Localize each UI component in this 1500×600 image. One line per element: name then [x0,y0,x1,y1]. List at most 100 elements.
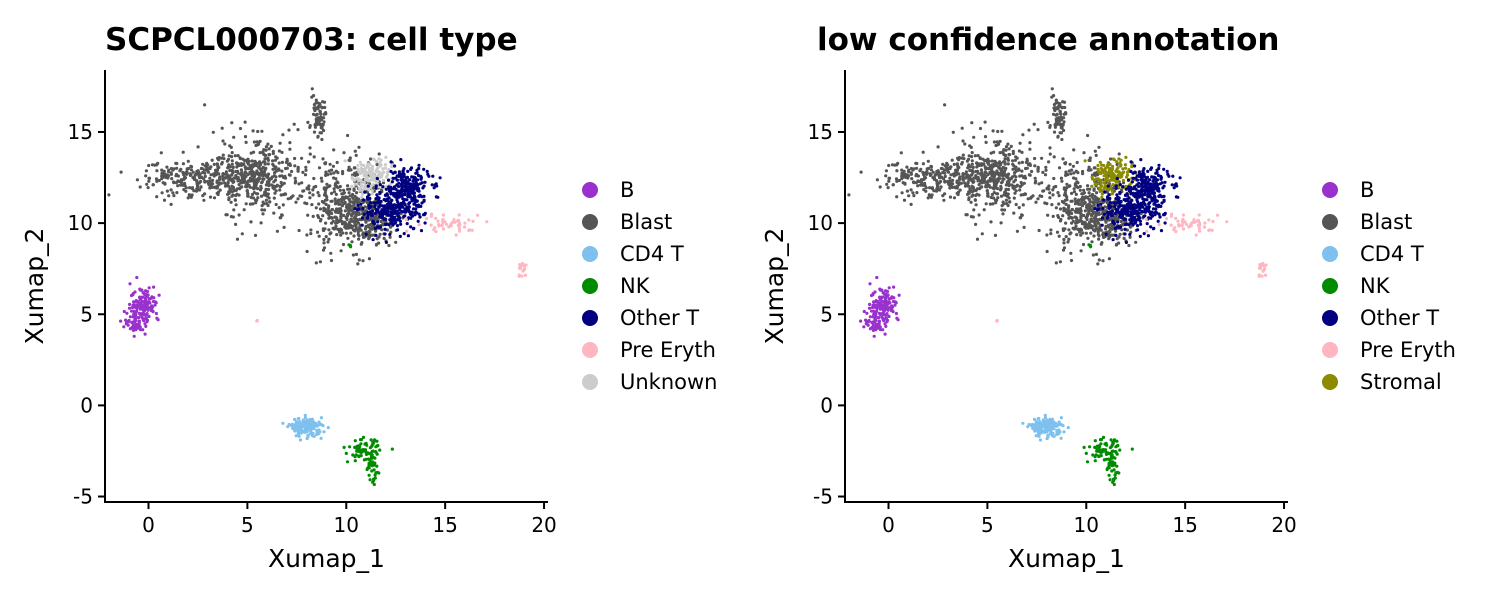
data-point [312,155,316,159]
data-point [943,180,947,184]
data-point [1048,191,1052,195]
data-point [390,165,394,169]
data-point [386,212,390,216]
data-point [167,174,171,178]
data-point [264,198,268,202]
data-point [1015,156,1019,160]
data-point [1057,166,1062,170]
data-point [271,151,275,156]
data-point [277,206,281,210]
data-point [418,215,422,219]
data-point [960,126,964,130]
data-point [356,203,360,207]
data-point [1150,199,1154,203]
data-point [332,148,336,152]
data-point [1037,182,1041,186]
data-point [1004,193,1008,197]
data-point [1098,160,1102,164]
data-point [372,201,376,205]
data-point [311,431,315,435]
legend-item: Unknown [582,370,717,394]
chart-title: SCPCL000703: cell type [105,22,518,58]
data-point [330,168,334,172]
data-point [1056,191,1060,195]
data-point [316,191,320,195]
data-point [361,207,365,211]
data-point [1153,198,1157,202]
data-point [1046,433,1050,437]
data-point [374,233,378,237]
data-point [1111,238,1115,242]
data-point [1157,163,1161,167]
data-point [991,129,995,133]
data-point [1118,190,1122,194]
data-point [369,178,374,182]
data-point [339,233,343,237]
data-point [1109,222,1113,226]
data-point [467,228,471,232]
data-point [444,222,448,226]
data-point [313,107,317,111]
data-point [248,202,252,206]
data-point [346,184,350,188]
data-point [1033,429,1037,433]
data-point [911,191,915,195]
data-point [1086,223,1090,227]
data-point [358,449,362,453]
data-point [273,178,278,182]
data-point [1110,227,1114,231]
data-point [881,328,885,332]
data-point [154,177,159,181]
data-point [264,193,268,197]
data-point [1036,417,1040,421]
data-point [967,154,971,158]
data-point [1109,157,1113,161]
data-point [400,182,404,186]
data-point [403,184,407,188]
data-point [210,158,214,162]
cluster-nk [365,438,381,487]
data-point [202,177,206,181]
data-point [1181,219,1185,224]
data-point [150,306,154,310]
data-point [1008,153,1012,157]
data-point [1020,169,1024,173]
data-point [312,130,317,134]
data-point [931,170,935,174]
data-point [881,295,885,299]
data-point [171,191,175,195]
data-point [998,163,1003,167]
data-point [968,168,972,173]
data-point [894,177,899,181]
data-point [1121,223,1125,227]
data-point [165,189,169,193]
data-point [298,420,302,424]
data-point [229,145,233,149]
data-point [320,126,324,130]
data-point [1095,211,1099,215]
data-point [1108,216,1112,220]
data-point [954,172,958,176]
data-point [254,161,258,165]
data-point [1133,170,1137,174]
data-point [1138,234,1142,238]
data-point [258,176,262,181]
data-point [208,195,213,199]
data-point [376,217,380,222]
data-point [221,178,225,182]
data-point [412,175,417,179]
data-point [456,223,460,227]
data-point [1036,167,1040,171]
data-point [257,173,261,177]
data-point [928,186,932,190]
data-point [305,187,309,191]
data-point [1079,249,1083,253]
data-point [1058,110,1062,114]
data-point [238,156,242,161]
data-point [1115,197,1120,201]
data-point [899,151,903,155]
data-point [326,208,330,212]
data-point [181,162,185,166]
data-point [324,202,328,206]
data-point [1119,215,1123,219]
